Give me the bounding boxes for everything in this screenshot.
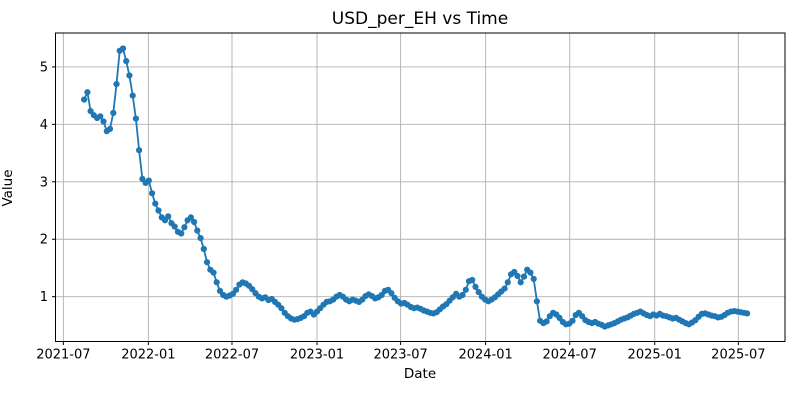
y-axis-label: Value bbox=[0, 169, 16, 207]
x-tick-label: 2025-01 bbox=[628, 348, 682, 363]
data-markers bbox=[81, 45, 751, 330]
x-tick-label: 2022-07 bbox=[205, 348, 259, 363]
x-tick-label: 2023-01 bbox=[290, 348, 344, 363]
y-tick-label: 5 bbox=[40, 60, 48, 75]
y-tick-label: 4 bbox=[40, 118, 48, 133]
data-line bbox=[83, 47, 748, 328]
x-tick-label: 2022-01 bbox=[121, 348, 175, 363]
x-axis-label: Date bbox=[403, 366, 437, 382]
y-tick-label: 1 bbox=[40, 290, 48, 305]
x-tick-label: 2024-07 bbox=[543, 348, 597, 363]
y-tick-label: 3 bbox=[40, 175, 48, 190]
y-tick-label: 2 bbox=[40, 233, 48, 248]
x-tick-label: 2024-01 bbox=[458, 348, 512, 363]
x-tick-label: 2025-07 bbox=[711, 348, 765, 363]
chart-title: USD_per_EH vs Time bbox=[331, 9, 509, 29]
x-tick-label: 2023-07 bbox=[373, 348, 427, 363]
tick-marks bbox=[52, 66, 739, 345]
plot-border bbox=[55, 32, 786, 342]
x-tick-label: 2021-07 bbox=[36, 348, 90, 363]
grid-lines bbox=[55, 33, 785, 342]
tick-labels: 2021-07 2022-01 2022-07 2023-01 2023-07 2024-… bbox=[36, 60, 765, 362]
